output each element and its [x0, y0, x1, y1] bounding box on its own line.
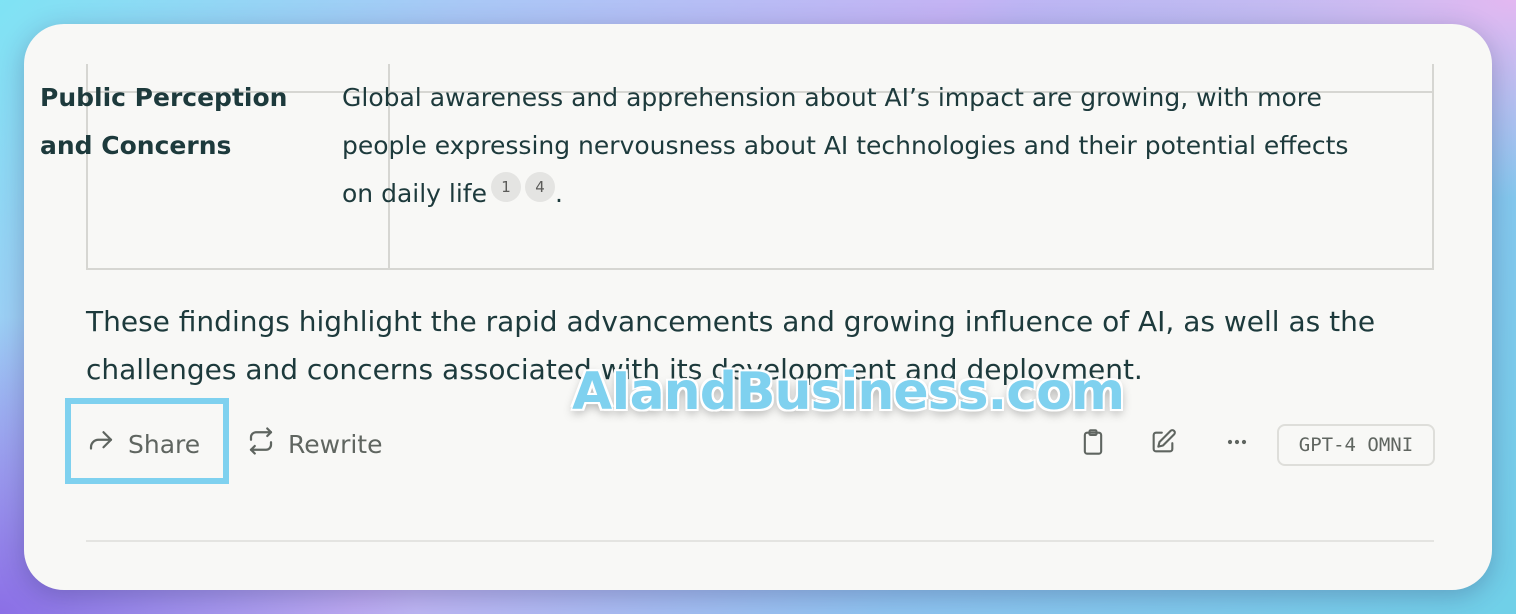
model-badge[interactable]: GPT-4 OMNI [1277, 424, 1435, 466]
share-icon [86, 426, 116, 462]
table-row-header: Public Perception and Concerns [40, 83, 288, 160]
table-row-divider [88, 91, 1432, 93]
citation-badge-1[interactable]: 1 [490, 172, 521, 202]
results-table [86, 64, 1434, 270]
share-button[interactable]: Share [86, 424, 200, 464]
table-row-body: Global awareness and apprehension about … [342, 74, 1352, 218]
response-card: Public Perception and Concerns Global aw… [24, 24, 1492, 590]
rewrite-label: Rewrite [288, 429, 383, 459]
share-highlight-box [65, 398, 229, 484]
more-icon [1223, 428, 1251, 460]
more-options-button[interactable] [1219, 426, 1255, 462]
table-row-text: Global awareness and apprehension about … [342, 83, 1349, 208]
clipboard-icon [1079, 428, 1107, 460]
bottom-divider [86, 540, 1434, 542]
rewrite-icon [246, 426, 276, 462]
citation-badge-4[interactable]: 4 [524, 172, 555, 202]
table-column-divider [388, 64, 390, 268]
pencil-icon [1149, 428, 1177, 460]
share-label: Share [128, 429, 201, 459]
copy-button[interactable] [1075, 426, 1111, 462]
summary-paragraph: These findings highlight the rapid advan… [86, 305, 1376, 386]
rewrite-button[interactable]: Rewrite [246, 424, 382, 464]
watermark: AIandBusiness.com [572, 362, 1125, 422]
sentence-end: . [554, 179, 563, 208]
edit-button[interactable] [1145, 426, 1181, 462]
